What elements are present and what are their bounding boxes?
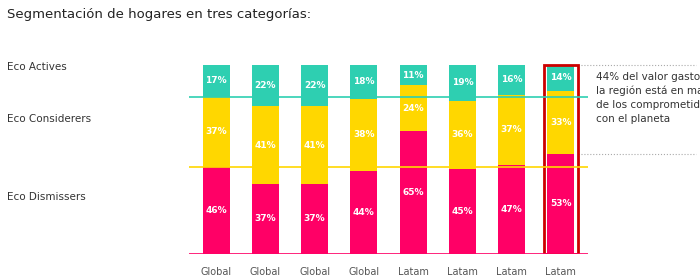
Text: Latam
2019: Latam 2019: [398, 267, 428, 276]
Text: 53%: 53%: [550, 199, 572, 208]
Bar: [449, 101, 476, 169]
Text: 22%: 22%: [255, 81, 276, 90]
Bar: [350, 65, 377, 99]
Bar: [498, 165, 525, 254]
Text: Eco Considerers: Eco Considerers: [7, 113, 91, 124]
Bar: [202, 167, 230, 254]
Text: 46%: 46%: [205, 206, 227, 215]
Bar: [252, 65, 279, 106]
Text: 45%: 45%: [452, 207, 473, 216]
Text: Latam
2022: Latam 2022: [545, 267, 576, 276]
Bar: [252, 184, 279, 254]
Text: 11%: 11%: [402, 71, 424, 79]
Text: 37%: 37%: [304, 214, 326, 223]
Text: Latam
2020: Latam 2020: [447, 267, 478, 276]
Text: 37%: 37%: [205, 127, 227, 136]
Bar: [202, 97, 230, 167]
Text: 47%: 47%: [500, 205, 522, 214]
Text: Global
2020: Global 2020: [250, 267, 281, 276]
Text: 36%: 36%: [452, 130, 473, 139]
Bar: [202, 65, 230, 97]
Text: 18%: 18%: [353, 77, 375, 86]
Bar: [547, 154, 575, 254]
Bar: [498, 95, 525, 165]
Text: 16%: 16%: [501, 75, 522, 84]
Text: 24%: 24%: [402, 104, 424, 113]
Bar: [301, 65, 328, 106]
Bar: [301, 184, 328, 254]
Bar: [350, 171, 377, 254]
Text: Global
2019: Global 2019: [200, 267, 232, 276]
Text: Eco Actives: Eco Actives: [7, 62, 66, 73]
Bar: [400, 131, 427, 254]
Text: 41%: 41%: [255, 140, 276, 150]
Bar: [449, 65, 476, 101]
Text: 22%: 22%: [304, 81, 326, 90]
Text: 37%: 37%: [255, 214, 276, 223]
Text: 19%: 19%: [452, 78, 473, 87]
Text: 33%: 33%: [550, 118, 572, 127]
Bar: [400, 65, 427, 86]
Text: 44% del valor gasto de
la región está en manos
de los comprometidos
con el plane: 44% del valor gasto de la región está en…: [596, 72, 700, 124]
Text: Eco Dismissers: Eco Dismissers: [7, 192, 85, 202]
Bar: [547, 91, 575, 154]
Text: 44%: 44%: [353, 208, 375, 217]
Bar: [498, 65, 525, 95]
Bar: [252, 106, 279, 184]
Text: 65%: 65%: [402, 188, 424, 197]
Bar: [400, 86, 427, 131]
Text: 37%: 37%: [500, 126, 522, 134]
Text: Segmentación de hogares en tres categorías:: Segmentación de hogares en tres categorí…: [7, 8, 311, 21]
Text: Global
2021: Global 2021: [299, 267, 330, 276]
Text: 38%: 38%: [353, 130, 375, 139]
Text: 17%: 17%: [205, 76, 227, 85]
Bar: [449, 169, 476, 254]
Text: 14%: 14%: [550, 73, 572, 83]
Bar: [547, 65, 575, 91]
Bar: [350, 99, 377, 171]
Text: Latam
2021: Latam 2021: [496, 267, 527, 276]
Text: Global
2022: Global 2022: [349, 267, 379, 276]
Text: 41%: 41%: [304, 140, 326, 150]
Bar: [301, 106, 328, 184]
